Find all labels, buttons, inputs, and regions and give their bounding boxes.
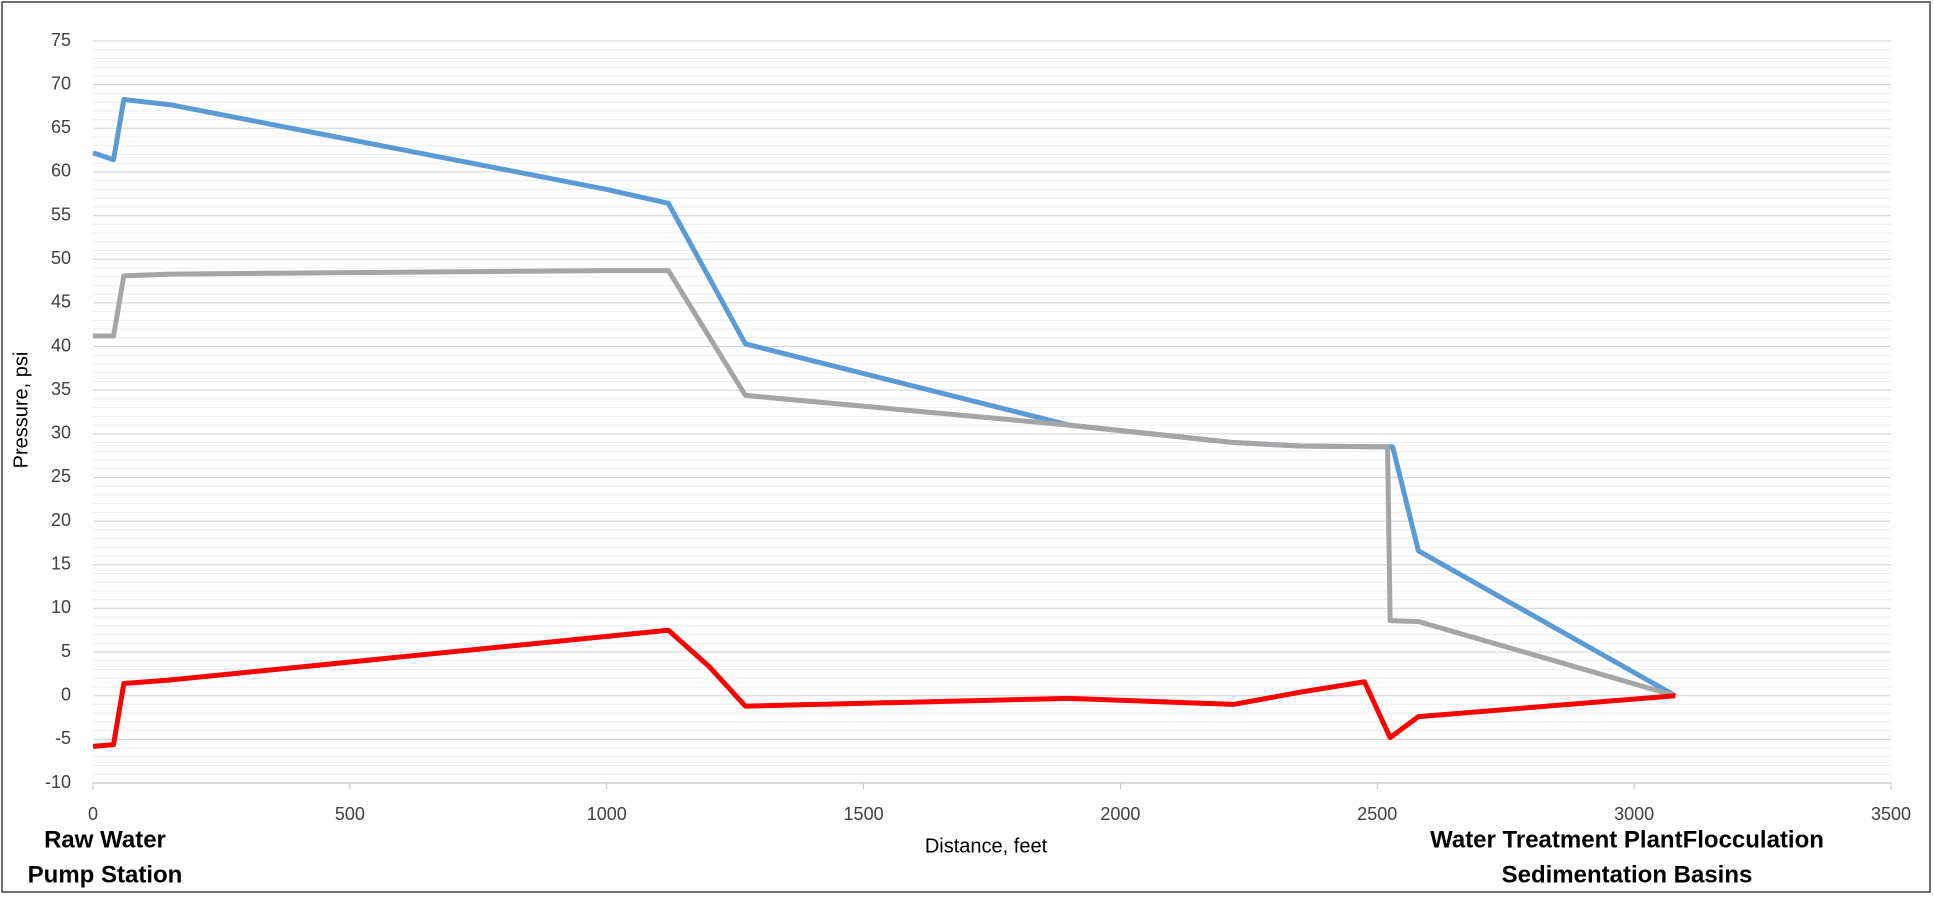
y-tick-label: -5 <box>55 728 71 748</box>
y-tick-label: 75 <box>51 30 71 50</box>
x-tick-label: 500 <box>335 804 365 824</box>
y-tick-label: 0 <box>61 684 71 704</box>
x-tick-label: 3000 <box>1614 804 1654 824</box>
x-tick-label: 1000 <box>587 804 627 824</box>
series-line <box>92 96 1677 698</box>
y-tick-label: 60 <box>51 161 71 181</box>
y-tick-label: 35 <box>51 379 71 399</box>
x-tick-label: 0 <box>88 804 98 824</box>
y-tick-label: -10 <box>45 772 71 792</box>
x-tick-label: 1500 <box>844 804 884 824</box>
y-tick-label: 15 <box>51 554 71 574</box>
series-line <box>92 627 1676 749</box>
y-tick-label: 20 <box>51 510 71 530</box>
y-tick-label: 5 <box>61 641 71 661</box>
y-axis-label: Pressure, psi <box>10 352 32 469</box>
y-tick-label: 50 <box>51 248 71 268</box>
annotation: Water Treatment PlantFlocculation <box>1430 826 1824 853</box>
y-tick-label: 40 <box>51 335 71 355</box>
y-tick-label: 45 <box>51 292 71 312</box>
annotation: Sedimentation Basins <box>1502 861 1753 888</box>
x-axis-label: Distance, feet <box>925 835 1048 857</box>
y-tick-label: 65 <box>51 117 71 137</box>
annotation: Raw Water <box>44 826 166 853</box>
x-tick-label: 3500 <box>1871 804 1911 824</box>
annotation: Pump Station <box>28 861 183 888</box>
series-line <box>93 268 1676 699</box>
y-tick-label: 25 <box>51 466 71 486</box>
y-tick-label: 55 <box>51 204 71 224</box>
y-tick-label: 10 <box>51 597 71 617</box>
y-tick-label: 30 <box>51 423 71 443</box>
x-tick-label: 2500 <box>1357 804 1397 824</box>
x-tick-label: 2000 <box>1100 804 1140 824</box>
y-tick-label: 70 <box>51 73 71 93</box>
